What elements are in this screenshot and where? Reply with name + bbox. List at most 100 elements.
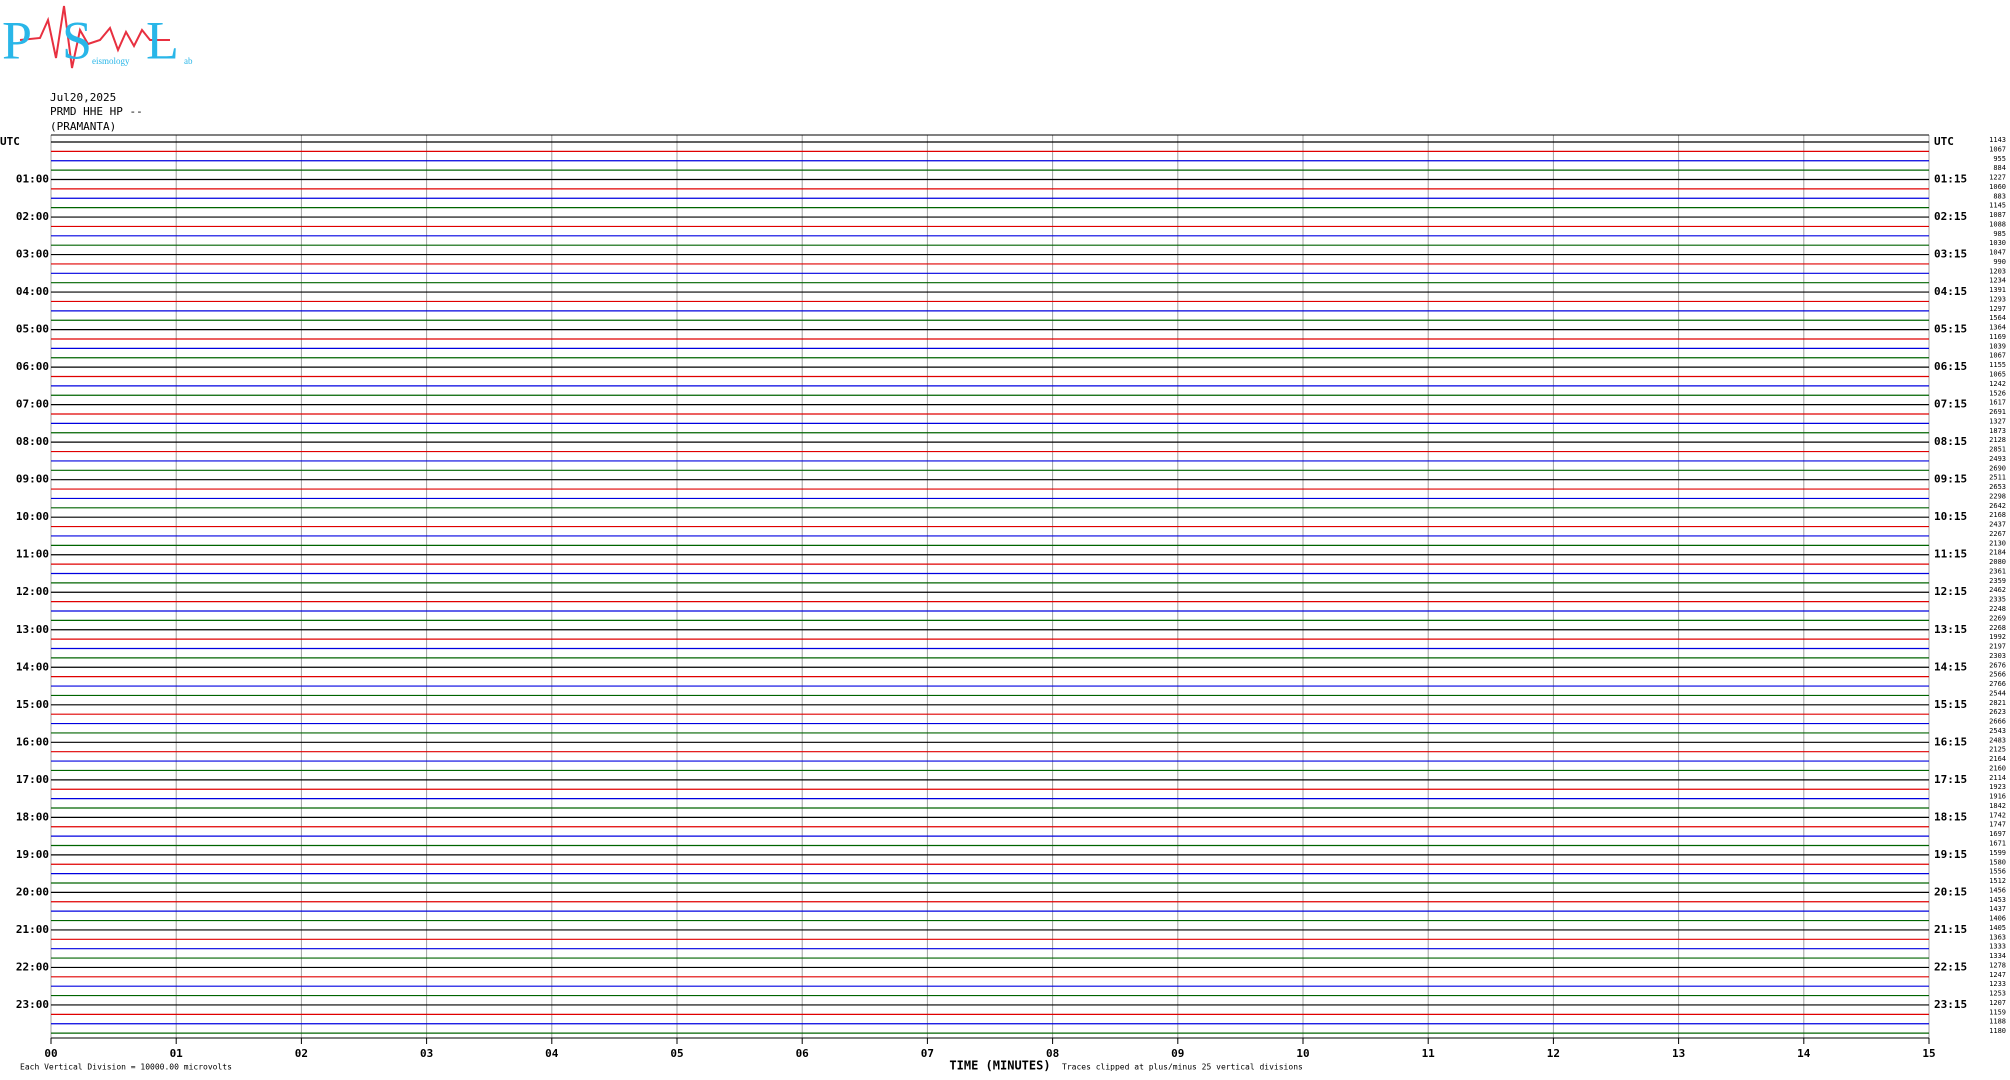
site: (PRAMANTA): [50, 120, 116, 133]
trace-value: 1253: [1989, 990, 2006, 998]
logo-letter: S: [62, 10, 92, 70]
logo: P S L eismology ab: [0, 0, 200, 78]
right-time-label: 14:15: [1934, 660, 1967, 673]
trace-value: 1159: [1989, 1008, 2006, 1016]
logo-small-text: ab: [184, 56, 193, 66]
trace-value: 1873: [1989, 427, 2006, 435]
trace-value: 2511: [1989, 474, 2006, 482]
trace-value: 1916: [1989, 793, 2006, 801]
trace-value: 1278: [1989, 961, 2006, 969]
left-time-label: 02:00: [16, 210, 49, 223]
trace-value: 2493: [1989, 455, 2006, 463]
trace-value: 1203: [1989, 267, 2006, 275]
trace-value: 1564: [1989, 314, 2006, 322]
left-time-label: 15:00: [16, 698, 49, 711]
trace-value: 2164: [1989, 755, 2006, 763]
trace-value: 1599: [1989, 849, 2006, 857]
trace-value: 1188: [1989, 1018, 2006, 1026]
trace-value: 1047: [1989, 249, 2006, 257]
trace-value: 1088: [1989, 220, 2006, 228]
x-tick-label: 01: [170, 1047, 184, 1060]
trace-value: 2269: [1989, 614, 2006, 622]
left-time-label: 05:00: [16, 323, 49, 336]
x-tick-label: 04: [545, 1047, 559, 1060]
trace-value: 1227: [1989, 174, 2006, 182]
trace-value: 1453: [1989, 896, 2006, 904]
trace-value: 1617: [1989, 399, 2006, 407]
trace-value: 1065: [1989, 371, 2006, 379]
trace-value: 1327: [1989, 417, 2006, 425]
trace-value: 2437: [1989, 521, 2006, 529]
x-tick-label: 11: [1422, 1047, 1436, 1060]
right-time-label: 06:15: [1934, 360, 1967, 373]
trace-value: 2160: [1989, 764, 2006, 772]
trace-value: 2130: [1989, 539, 2006, 547]
trace-value: 2690: [1989, 464, 2006, 472]
trace-value: 1207: [1989, 999, 2006, 1007]
trace-value: 1363: [1989, 933, 2006, 941]
left-time-label: 21:00: [16, 923, 49, 936]
trace-value: 2544: [1989, 689, 2006, 697]
trace-value: 2303: [1989, 652, 2006, 660]
x-tick-label: 03: [420, 1047, 433, 1060]
trace-value: 2128: [1989, 436, 2006, 444]
right-time-label: 17:15: [1934, 773, 1967, 786]
trace-value: 2184: [1989, 549, 2006, 557]
trace-value: 2566: [1989, 671, 2006, 679]
trace-value: 1364: [1989, 324, 2006, 332]
trace-value: 1391: [1989, 286, 2006, 294]
right-time-label: 18:15: [1934, 810, 1967, 823]
x-tick-label: 15: [1922, 1047, 1935, 1060]
left-time-label: 11:00: [16, 548, 49, 561]
trace-value: 1030: [1989, 239, 2006, 247]
x-tick-label: 12: [1547, 1047, 1560, 1060]
trace-value: 2676: [1989, 661, 2006, 669]
clip-note: Traces clipped at plus/minus 25 vertical…: [1062, 1063, 1303, 1072]
trace-value: 1512: [1989, 877, 2006, 885]
left-time-label: 12:00: [16, 585, 49, 598]
trace-value: 1923: [1989, 783, 2006, 791]
trace-value: 1145: [1989, 202, 2006, 210]
right-time-label: 05:15: [1934, 323, 1967, 336]
x-tick-label: 05: [670, 1047, 683, 1060]
right-time-label: 01:15: [1934, 173, 1967, 186]
logo-letter: L: [146, 10, 179, 70]
x-tick-label: 02: [295, 1047, 308, 1060]
left-time-label: 16:00: [16, 735, 49, 748]
trace-value: 2168: [1989, 511, 2006, 519]
left-time-label: 07:00: [16, 398, 49, 411]
date: Jul20,2025: [50, 91, 116, 104]
trace-value: 2268: [1989, 624, 2006, 632]
trace-value: 2359: [1989, 577, 2006, 585]
trace-value: 1143: [1989, 136, 2006, 144]
trace-value: 1169: [1989, 333, 2006, 341]
right-time-label: 15:15: [1934, 698, 1967, 711]
trace-value: 2666: [1989, 718, 2006, 726]
trace-value: 1067: [1989, 352, 2006, 360]
trace-value: 1697: [1989, 830, 2006, 838]
left-time-label: 06:00: [16, 360, 49, 373]
right-time-label: 10:15: [1934, 510, 1967, 523]
trace-value: 2642: [1989, 502, 2006, 510]
right-time-label: 23:15: [1934, 998, 1967, 1011]
trace-value: 1526: [1989, 389, 2006, 397]
right-time-label: 04:15: [1934, 285, 1967, 298]
trace-value: 2298: [1989, 492, 2006, 500]
left-time-label: 08:00: [16, 435, 49, 448]
trace-value: 1406: [1989, 915, 2006, 923]
trace-value: 1233: [1989, 980, 2006, 988]
left-time-label: 23:00: [16, 998, 49, 1011]
trace-value: 1580: [1989, 858, 2006, 866]
trace-value: 1039: [1989, 342, 2006, 350]
right-time-label: UTC: [1934, 135, 1954, 148]
trace-value: 1333: [1989, 943, 2006, 951]
left-time-label: UTC: [0, 135, 20, 148]
trace-value: 1456: [1989, 886, 2006, 894]
left-time-label: 03:00: [16, 248, 49, 261]
x-tick-label: 10: [1296, 1047, 1309, 1060]
right-time-label: 21:15: [1934, 923, 1967, 936]
right-time-label: 16:15: [1934, 735, 1967, 748]
trace-value: 1060: [1989, 183, 2006, 191]
trace-value: 2335: [1989, 596, 2006, 604]
trace-value: 2851: [1989, 446, 2006, 454]
